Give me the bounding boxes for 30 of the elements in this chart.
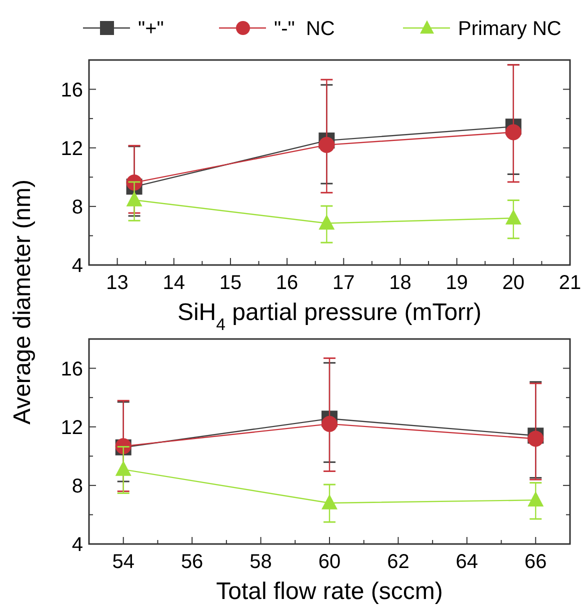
- y-axis-title: Average diameter (nm): [9, 180, 36, 424]
- x-tick-label: 16: [276, 272, 298, 294]
- y-tick-label: 8: [72, 475, 83, 498]
- legend-label: "+": [138, 18, 164, 40]
- x-tick-label: 56: [180, 551, 204, 573]
- y-tick-label: 8: [72, 196, 83, 218]
- y-tick-label: 16: [60, 358, 83, 380]
- x-tick-label: 13: [106, 272, 128, 294]
- y-tick-label: 16: [60, 79, 83, 102]
- y-tick-label: 4: [72, 534, 83, 556]
- x-tick-label: 18: [389, 272, 412, 294]
- x-tick-label: 66: [524, 551, 547, 573]
- x-tick-label: 19: [446, 272, 468, 294]
- x-tick-label: 54: [112, 551, 134, 573]
- x-tick-label: 64: [456, 551, 478, 573]
- x-tick-label: 15: [219, 272, 242, 294]
- x-tick-label: 14: [162, 272, 186, 294]
- y-tick-label: 4: [72, 255, 83, 277]
- y-tick-label: 12: [60, 416, 83, 439]
- y-tick-label: 12: [60, 138, 83, 160]
- x-tick-label: 58: [250, 551, 272, 573]
- x-axis-title: SiH$_{4}$ partial pressure (mTorr): [177, 299, 482, 334]
- x-axis-title: Total flow rate (sccm): [216, 578, 443, 605]
- x-tick-label: 20: [502, 272, 525, 294]
- x-tick-label: 60: [318, 551, 341, 573]
- legend-label: Primary NC: [458, 18, 562, 40]
- x-tick-label: 21: [558, 272, 582, 294]
- x-tick-label: 62: [387, 551, 410, 573]
- x-tick-label: 17: [332, 272, 355, 294]
- legend-label: "-" NC: [274, 18, 335, 40]
